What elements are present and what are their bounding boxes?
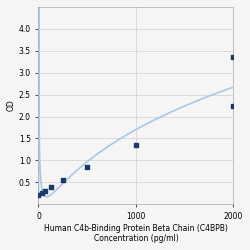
Point: [61, 178, 65, 182]
Point: [134, 143, 138, 147]
Point: [231, 55, 235, 59]
Y-axis label: OD: OD: [7, 100, 16, 112]
Point: [231, 104, 235, 108]
Point: [40, 191, 44, 195]
X-axis label: Human C4b-Binding Protein Beta Chain (C4BPB)
Concentration (pg/ml): Human C4b-Binding Protein Beta Chain (C4…: [44, 224, 228, 243]
Point: [85, 165, 89, 169]
Point: [49, 185, 53, 189]
Point: [42, 189, 46, 193]
Point: [36, 194, 40, 198]
